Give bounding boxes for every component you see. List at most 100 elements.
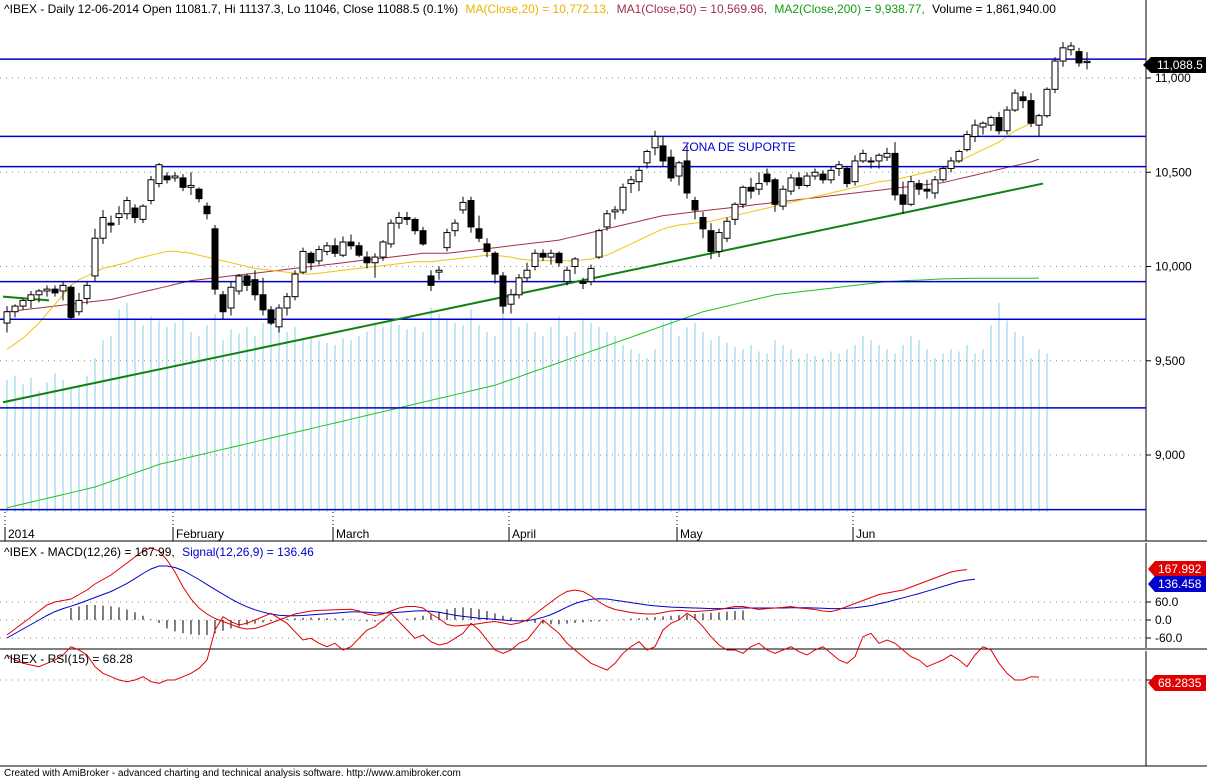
volume-bar	[310, 336, 312, 512]
volume-bar	[694, 322, 696, 512]
volume-bar	[726, 342, 728, 512]
candle	[435, 266, 443, 280]
volume-bar	[790, 349, 792, 512]
candle	[67, 285, 75, 320]
candle-body-down	[307, 252, 315, 264]
candle	[43, 285, 51, 297]
candle-body-down	[843, 167, 851, 185]
candle-body-down	[475, 228, 483, 239]
moving-averages	[6, 120, 1040, 509]
volume-bar	[910, 336, 912, 512]
candle-body-down	[427, 275, 435, 286]
ma20-header: MA(Close,20) = 10,772.13,	[466, 2, 610, 16]
volume-bar	[94, 358, 96, 512]
volume-bar	[742, 349, 744, 512]
candle	[139, 204, 147, 224]
candle-body-up	[115, 213, 123, 218]
volume-bar	[214, 314, 216, 512]
volume-bar	[342, 338, 344, 512]
volume-bar	[526, 322, 528, 512]
candle-body-down	[491, 252, 499, 275]
candle-body-up	[675, 162, 683, 177]
candle-body-up	[387, 222, 395, 245]
volume-bar	[838, 353, 840, 512]
candle-body-down	[699, 216, 707, 230]
candle-body-up	[315, 249, 323, 262]
candle	[771, 177, 779, 212]
candle-body-down	[419, 230, 427, 245]
candle	[403, 211, 411, 226]
candle-body-up	[603, 213, 611, 228]
volume-bar	[718, 336, 720, 512]
volume-bar	[510, 318, 512, 512]
volume-bar	[710, 340, 712, 512]
candle-body-up	[627, 179, 635, 185]
candle-body-down	[363, 256, 371, 264]
candle-body-down	[539, 252, 547, 258]
candle	[571, 257, 579, 275]
volume-bar	[502, 298, 504, 512]
ma20-line	[6, 120, 1040, 350]
candle-body-down	[499, 275, 507, 307]
volume-bar	[662, 322, 664, 512]
volume-bar	[326, 342, 328, 512]
candle-body-up	[875, 154, 883, 162]
ma200-header: MA2(Close,200) = 9,938.77,	[774, 2, 924, 16]
uptrend-line	[2, 182, 1044, 404]
candle	[211, 225, 219, 295]
candle-body-up	[587, 267, 595, 283]
candle-body-up	[35, 290, 43, 296]
candle	[147, 176, 155, 205]
volume-bar	[798, 358, 800, 512]
footer-credit: Created with AmiBroker - advanced charti…	[4, 768, 461, 779]
volume-bar	[70, 386, 72, 512]
volume-bar	[982, 349, 984, 512]
candle	[579, 277, 587, 290]
candle-body-down	[667, 156, 675, 179]
candle	[243, 274, 251, 292]
candle-body-up	[987, 117, 995, 126]
candle	[59, 281, 67, 301]
candle	[787, 174, 795, 195]
candle	[555, 251, 563, 267]
candle	[755, 172, 763, 195]
candle	[1051, 57, 1059, 94]
candle-body-down	[1027, 100, 1035, 124]
volume-bar	[494, 336, 496, 512]
candle-body-down	[659, 145, 667, 162]
price-grid	[0, 77, 1146, 456]
candle	[1011, 89, 1019, 112]
candle	[187, 172, 195, 195]
candle-body-up	[171, 175, 179, 179]
candle	[939, 166, 947, 182]
volume-header: Volume = 1,861,940.00	[932, 2, 1056, 16]
volume-bar	[366, 331, 368, 512]
ma50-line	[6, 158, 1040, 313]
candle	[603, 209, 611, 231]
candle	[915, 179, 923, 195]
candle-body-up	[1083, 60, 1091, 64]
candle-body-up	[515, 277, 523, 296]
candle	[387, 219, 395, 248]
candle-body-up	[379, 241, 387, 258]
candle	[979, 121, 987, 135]
candle	[371, 253, 379, 278]
volume-bar	[110, 336, 112, 512]
candle	[827, 166, 835, 184]
candle	[379, 240, 387, 261]
candle	[699, 211, 707, 239]
candle	[1027, 93, 1035, 128]
short-trend-line	[2, 295, 50, 302]
candle-body-down	[915, 183, 923, 190]
candle	[627, 176, 635, 193]
candle-body-up	[835, 164, 843, 169]
candle	[1075, 47, 1083, 67]
candle	[443, 228, 451, 252]
candle	[619, 183, 627, 214]
candle	[115, 206, 123, 226]
candle-body-up	[139, 205, 147, 220]
volume-bar	[62, 380, 64, 512]
candle-body-up	[643, 151, 651, 164]
candle-body-up	[1067, 45, 1075, 51]
candle	[963, 130, 971, 152]
